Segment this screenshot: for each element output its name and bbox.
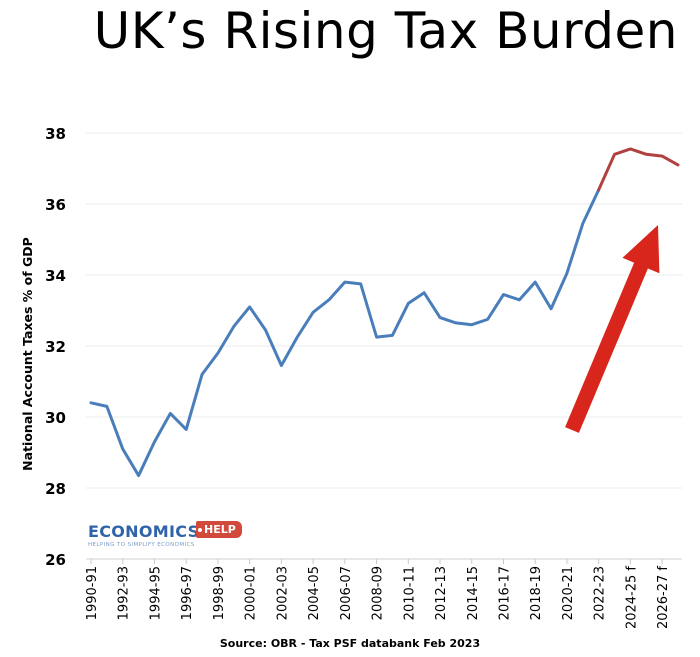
x-tick-label: 2010-11 <box>402 566 417 620</box>
y-tick-label: 38 <box>45 125 66 143</box>
data-point <box>153 440 156 443</box>
data-point <box>407 302 410 305</box>
logo-tagline: HELPING TO SIMPLIFY ECONOMICS <box>88 542 195 548</box>
data-point <box>581 222 584 225</box>
y-axis-ticks: 26 28 30 32 34 36 38 <box>45 125 66 569</box>
y-tick-label: 30 <box>45 409 66 427</box>
data-point <box>677 163 680 166</box>
data-point <box>391 334 394 337</box>
logo-wordmark: ECONOMICS <box>88 522 200 541</box>
data-point <box>264 329 267 332</box>
economics-help-logo: ECONOMICS HELP HELPING TO SIMPLIFY ECONO… <box>88 521 242 557</box>
gridlines <box>86 132 682 489</box>
data-point <box>359 282 362 285</box>
data-point <box>645 153 648 156</box>
x-tick-label: 2026-27 f <box>656 566 671 629</box>
data-points <box>90 147 680 477</box>
data-point <box>565 272 568 275</box>
logo-dot-icon <box>198 528 202 532</box>
x-tick-label: 1994-95 <box>148 566 163 620</box>
data-point <box>597 188 600 191</box>
data-point <box>486 318 489 321</box>
data-point <box>121 447 124 450</box>
data-point <box>280 364 283 367</box>
y-tick-label: 28 <box>45 480 66 498</box>
x-axis-ticks: 1990-91 1992-93 1994-95 1996-97 1998-99 2000-… <box>85 559 671 629</box>
data-point <box>169 412 172 415</box>
data-point <box>534 281 537 284</box>
data-point <box>423 291 426 294</box>
x-tick-label: 2016-17 <box>497 566 512 620</box>
series-line-forecast <box>597 147 680 192</box>
data-point <box>201 373 204 376</box>
data-point <box>629 147 632 150</box>
series-line-actual <box>89 188 601 478</box>
y-tick-label: 34 <box>45 267 66 285</box>
data-point <box>550 307 553 310</box>
data-point <box>327 298 330 301</box>
data-point <box>296 336 299 339</box>
x-tick-label: 2018-19 <box>529 566 544 620</box>
data-point <box>375 336 378 339</box>
x-tick-label: 1998-99 <box>212 566 227 620</box>
logo-help-badge: HELP <box>196 521 242 538</box>
data-point <box>343 281 346 284</box>
x-tick-label: 2024-25 f <box>624 566 639 629</box>
x-tick-label: 1992-93 <box>117 566 132 620</box>
data-point <box>232 325 235 328</box>
data-point <box>502 293 505 296</box>
data-point <box>90 401 93 404</box>
data-point <box>518 298 521 301</box>
x-tick-label: 2020-21 <box>561 566 576 620</box>
x-tick-label: 2008-09 <box>371 566 386 620</box>
data-point <box>137 474 140 477</box>
x-tick-label: 2000-01 <box>244 566 259 620</box>
data-point <box>454 321 457 324</box>
data-point <box>105 405 108 408</box>
chart-title: UK’s Rising Tax Burden <box>93 2 678 60</box>
x-tick-label: 2006-07 <box>339 566 354 620</box>
data-point <box>312 311 315 314</box>
data-point <box>439 316 442 319</box>
data-point <box>185 428 188 431</box>
x-tick-label: 2012-13 <box>434 566 449 620</box>
data-point <box>661 155 664 158</box>
data-point <box>470 323 473 326</box>
x-tick-label: 2002-03 <box>275 566 290 620</box>
data-point <box>613 153 616 156</box>
data-point <box>248 305 251 308</box>
x-tick-label: 2022-23 <box>593 566 608 620</box>
y-tick-label: 26 <box>45 551 66 569</box>
y-tick-label: 32 <box>45 338 66 356</box>
data-point <box>216 352 219 355</box>
x-tick-label: 2014-15 <box>466 566 481 620</box>
source-note: Source: OBR - Tax PSF databank Feb 2023 <box>219 637 481 650</box>
y-axis-label: National Account Taxes % of GDP <box>20 237 35 471</box>
rising-trend-arrow <box>565 225 660 433</box>
x-tick-label: 2004-05 <box>307 566 322 620</box>
x-tick-label: 1990-91 <box>85 566 100 620</box>
x-tick-label: 1996-97 <box>180 566 195 620</box>
y-tick-label: 36 <box>45 196 66 214</box>
